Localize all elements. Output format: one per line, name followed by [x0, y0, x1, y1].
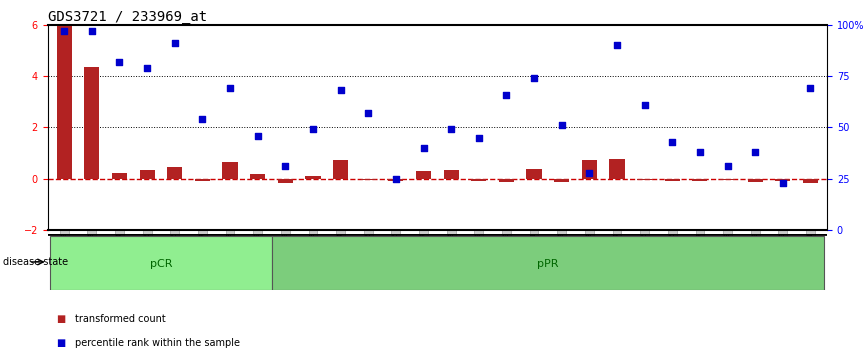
Point	[748, 149, 762, 155]
Text: transformed count: transformed count	[75, 314, 166, 324]
Point	[333, 88, 347, 93]
Point	[721, 164, 734, 169]
Bar	[84, 67, 100, 179]
Point	[527, 75, 541, 81]
Point	[278, 164, 292, 169]
Text: ■: ■	[56, 338, 66, 348]
Bar	[167, 167, 183, 179]
Point	[223, 86, 237, 91]
Bar	[223, 162, 237, 179]
Point	[804, 86, 818, 91]
Text: GDS3721 / 233969_at: GDS3721 / 233969_at	[48, 10, 207, 24]
Point	[85, 28, 99, 34]
Bar	[278, 179, 293, 183]
Point	[637, 102, 651, 108]
Bar	[139, 170, 155, 179]
Point	[306, 127, 320, 132]
Bar	[471, 179, 487, 181]
Bar	[250, 174, 265, 179]
Bar	[499, 179, 514, 182]
Point	[693, 149, 707, 155]
Bar	[416, 171, 431, 179]
Bar	[333, 160, 348, 179]
Bar	[747, 179, 763, 182]
Bar	[443, 170, 459, 179]
Point	[776, 180, 790, 186]
Bar	[56, 26, 72, 179]
Point	[665, 139, 679, 145]
Point	[500, 92, 514, 97]
Point	[168, 40, 182, 46]
Bar	[692, 179, 708, 181]
Text: pCR: pCR	[150, 259, 172, 269]
Point	[444, 127, 458, 132]
Bar	[665, 179, 680, 181]
Bar	[360, 179, 376, 180]
FancyBboxPatch shape	[50, 236, 272, 290]
Bar	[112, 173, 127, 179]
Point	[140, 65, 154, 71]
Bar	[582, 160, 597, 179]
Text: percentile rank within the sample: percentile rank within the sample	[75, 338, 241, 348]
Point	[361, 110, 375, 116]
Point	[610, 42, 624, 48]
Bar	[388, 179, 404, 181]
Point	[389, 176, 403, 182]
Text: ■: ■	[56, 314, 66, 324]
FancyBboxPatch shape	[272, 236, 824, 290]
Bar	[195, 179, 210, 181]
Point	[417, 145, 430, 151]
Bar	[306, 176, 320, 179]
Text: disease state: disease state	[3, 257, 68, 267]
Point	[196, 116, 210, 122]
Point	[583, 170, 597, 176]
Point	[251, 133, 265, 138]
Point	[472, 135, 486, 141]
Bar	[554, 179, 569, 182]
Bar	[803, 179, 818, 183]
Bar	[720, 179, 735, 180]
Point	[57, 28, 71, 34]
Bar	[527, 169, 541, 179]
Bar	[610, 159, 624, 179]
Bar	[775, 179, 791, 181]
Bar	[637, 179, 652, 180]
Point	[113, 59, 126, 64]
Point	[555, 122, 569, 128]
Text: pPR: pPR	[537, 259, 559, 269]
